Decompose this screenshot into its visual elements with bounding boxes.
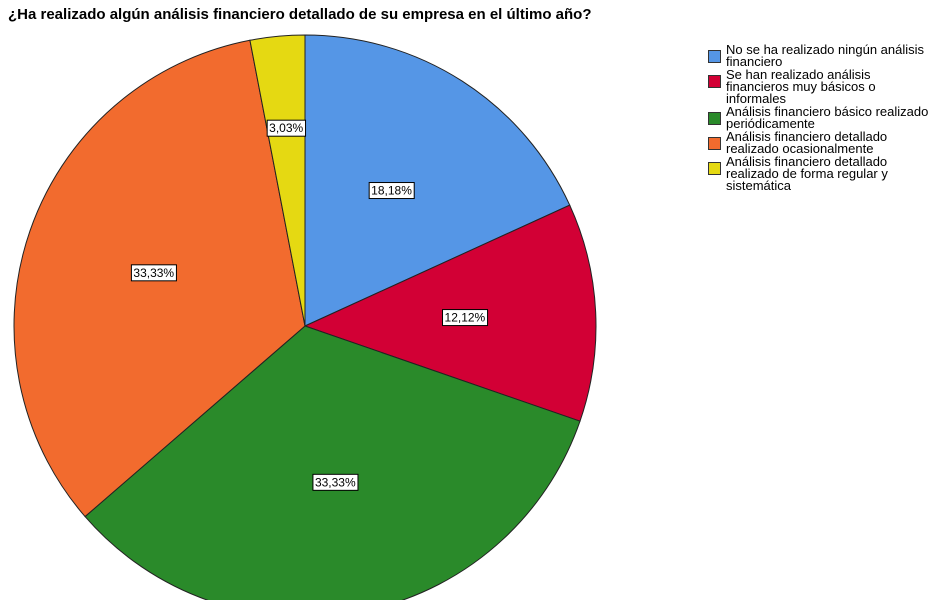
data-label: 18,18% [371,184,412,198]
pie-slice [249,34,306,327]
label-box [130,264,177,282]
legend-item: Se han realizado análisis financieros mu… [708,67,936,106]
legend-swatch [708,112,721,125]
legend-label: Se han realizado análisis financieros mu… [726,67,876,106]
data-label: 33,33% [133,266,174,280]
label-box [312,473,359,491]
legend-label: Análisis financiero detallado realizado … [726,129,888,156]
label-box [266,119,307,137]
legend-label: Análisis financiero básico realizado per… [726,104,929,131]
legend: No se ha realizado ningún análisis finan… [708,42,936,193]
legend-swatch [708,137,721,150]
label-box [442,309,489,327]
pie-slice [304,34,571,327]
legend-item: Análisis financiero básico realizado per… [708,104,936,131]
chart-title: ¿Ha realizado algún análisis financiero … [8,6,591,23]
legend-swatch [708,75,721,88]
label-box [368,182,415,200]
data-label: 33,33% [315,475,356,489]
legend-item: Análisis financiero detallado realizado … [708,154,936,193]
legend-label: No se ha realizado ningún análisis finan… [726,42,925,69]
legend-item: No se ha realizado ningún análisis finan… [708,42,936,69]
pie-slice [84,325,581,600]
data-label: 12,12% [445,311,486,325]
legend-item: Análisis financiero detallado realizado … [708,129,936,156]
data-label: 3,03% [269,121,303,135]
legend-swatch [708,50,721,63]
legend-label: Análisis financiero detallado realizado … [726,154,888,193]
legend-swatch [708,162,721,175]
